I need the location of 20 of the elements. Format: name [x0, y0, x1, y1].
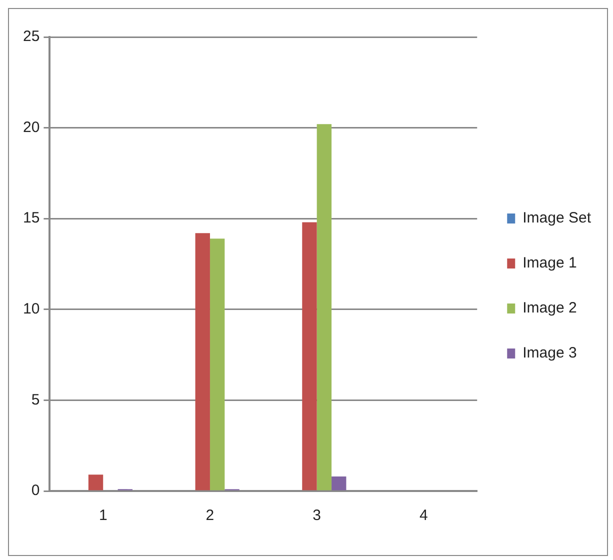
bar [195, 233, 210, 490]
legend-label: Image Set [522, 210, 592, 227]
legend-label: Image 1 [522, 254, 577, 272]
y-tick-label: 0 [31, 482, 40, 500]
y-tick-label: 20 [22, 118, 40, 136]
x-tick-label: 3 [312, 507, 322, 524]
legend-label: Image 2 [522, 300, 577, 317]
bar [88, 474, 104, 490]
bar [332, 476, 346, 490]
legend-label: Image 3 [522, 344, 577, 362]
y-tick-label: 10 [22, 300, 40, 318]
bar [302, 222, 317, 490]
x-tick-label: 1 [98, 507, 108, 524]
bar [316, 124, 332, 490]
y-tick-label: 5 [31, 391, 40, 408]
bar [210, 238, 225, 490]
y-tick-label: 15 [22, 210, 40, 227]
x-tick-label: 4 [420, 507, 428, 524]
y-tick-label: 25 [22, 28, 40, 46]
x-tick-label: 2 [206, 507, 214, 524]
